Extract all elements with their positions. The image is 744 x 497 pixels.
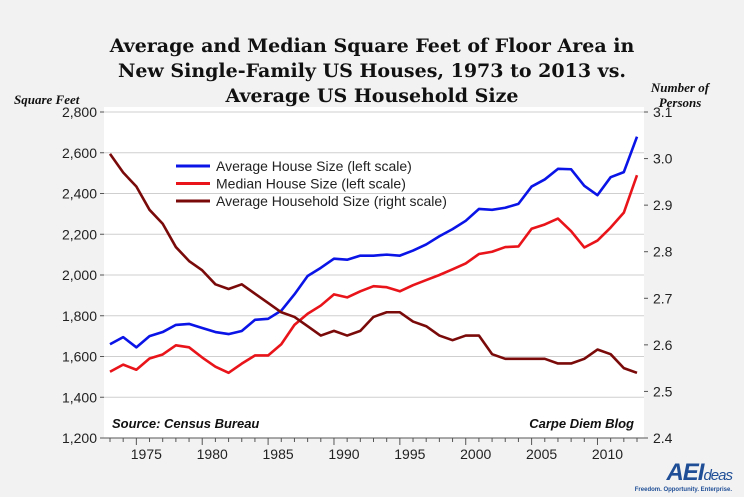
right-tick-label: 3.1 xyxy=(653,104,673,120)
x-tick-label: 2005 xyxy=(526,446,557,462)
left-tick-label: 1,800 xyxy=(62,308,97,324)
aei-logo: AEIdeas Freedom. Opportunity. Enterprise… xyxy=(634,459,733,493)
legend-label: Average Household Size (right scale) xyxy=(216,193,447,209)
right-tick-label: 2.4 xyxy=(653,430,673,446)
x-tick-label: 1985 xyxy=(263,446,294,462)
left-tick-label: 2,800 xyxy=(62,104,97,120)
series-line-1 xyxy=(109,136,639,349)
series-line-3 xyxy=(108,153,638,375)
x-tick-label: 1980 xyxy=(197,446,228,462)
left-tick-label: 1,200 xyxy=(62,430,97,446)
right-tick-label: 2.8 xyxy=(653,244,673,260)
x-tick-label: 1975 xyxy=(131,446,162,462)
right-tick-label: 3.0 xyxy=(653,151,673,167)
series-line-2 xyxy=(109,174,639,375)
title-line-1: Average and Median Square Feet of Floor … xyxy=(109,35,635,57)
left-tick-label: 2,000 xyxy=(62,267,97,283)
left-tick-label: 2,200 xyxy=(62,226,97,242)
credit-annotation: Carpe Diem Blog xyxy=(529,416,634,431)
chart-title: Average and Median Square Feet of Floor … xyxy=(0,34,744,109)
x-tick-label: 2000 xyxy=(460,446,491,462)
title-line-3: Average US Household Size xyxy=(225,85,519,107)
left-axis-label: Square Feet xyxy=(14,92,80,107)
source-annotation: Source: Census Bureau xyxy=(112,416,259,431)
right-tick-label: 2.7 xyxy=(653,290,673,306)
left-tick-label: 2,400 xyxy=(62,186,97,202)
legend-label: Average House Size (left scale) xyxy=(216,158,412,174)
title-line-2: New Single-Family US Houses, 1973 to 201… xyxy=(117,60,627,82)
x-tick-label: 1995 xyxy=(394,446,425,462)
x-tick-label: 1990 xyxy=(328,446,359,462)
right-axis-label: Number of Persons xyxy=(650,80,710,110)
left-tick-label: 1,600 xyxy=(62,349,97,365)
legend-label: Median House Size (left scale) xyxy=(216,176,406,192)
left-tick-label: 1,400 xyxy=(62,389,97,405)
right-tick-label: 2.9 xyxy=(653,197,673,213)
left-tick-label: 2,600 xyxy=(62,145,97,161)
right-tick-label: 2.5 xyxy=(653,383,673,399)
x-tick-label: 2010 xyxy=(592,446,623,462)
plot-background xyxy=(104,107,644,438)
right-tick-label: 2.6 xyxy=(653,337,673,353)
